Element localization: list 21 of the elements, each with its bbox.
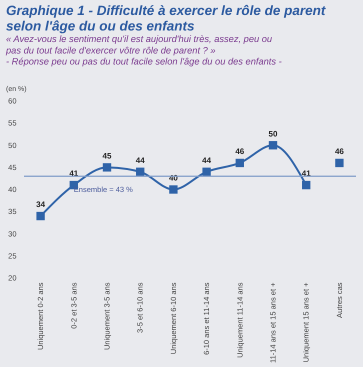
point <box>36 212 45 220</box>
data-label: 50 <box>268 129 278 138</box>
data-label: 44 <box>136 156 146 165</box>
point <box>102 163 112 172</box>
text: - Réponse peu ou pas du tout facile selon l'âge du ou des enfants - <box>6 56 282 67</box>
point <box>236 158 244 168</box>
point <box>169 185 178 194</box>
point <box>302 180 310 190</box>
point <box>136 168 144 176</box>
data-label: 34 <box>36 200 46 210</box>
chart-title: Graphique 1 - Difficulté à exercer le rôle de parent selon l'âge du ou des enfants <box>6 3 326 34</box>
point <box>268 141 278 150</box>
data-label: 44 <box>202 156 212 165</box>
data-label: 41 <box>69 169 79 178</box>
data-label: 45 <box>102 151 112 160</box>
point <box>202 168 211 176</box>
data-label: 41 <box>302 169 312 178</box>
point <box>335 158 344 168</box>
data-label: 46 <box>235 146 245 156</box>
data-label: 46 <box>334 146 344 156</box>
chart-subtitle: « Avez-vous le sentiment qu'il est aujourd'hui très, assez, peu ou pas du tout facile d'exercer vôtre rôle de parent ? » <box>5 34 272 56</box>
